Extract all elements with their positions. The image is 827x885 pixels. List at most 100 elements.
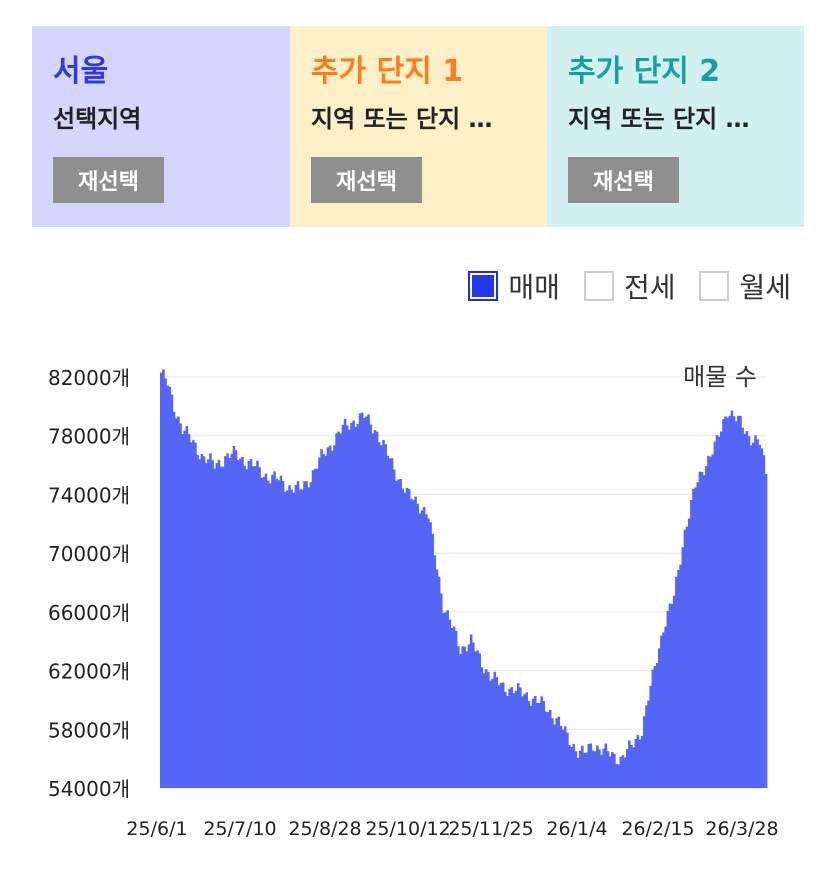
panel-subtitle: 선택지역 — [53, 105, 142, 133]
x-tick-label: 25/6/1 — [126, 818, 187, 840]
chart-bar — [540, 696, 543, 788]
chart-bar — [589, 743, 593, 788]
chart-bar — [204, 462, 208, 788]
chart-bar — [636, 734, 640, 788]
chart-bar — [283, 491, 287, 788]
chart-bar — [606, 751, 610, 788]
chart-bar — [762, 455, 766, 788]
chart-bar — [681, 547, 685, 788]
checkbox-icon[interactable] — [699, 271, 730, 301]
chart-bar — [585, 752, 588, 788]
reselect-button[interactable]: 재선택 — [568, 157, 679, 203]
chart-bar — [523, 694, 526, 788]
chart-bar — [311, 470, 315, 788]
chart-bar — [232, 445, 236, 788]
chart-bar — [670, 603, 674, 788]
chart-bar — [303, 481, 306, 788]
chart-bar — [666, 610, 670, 788]
chart-bar — [752, 442, 755, 788]
chart-bar — [363, 417, 366, 788]
chart-bar — [333, 445, 336, 788]
chart-bar — [307, 487, 311, 788]
chart-bar — [318, 457, 321, 788]
chart-bar — [578, 750, 582, 788]
chart-bar — [221, 466, 225, 788]
reselect-button[interactable]: 재선택 — [53, 157, 164, 203]
chart-bar — [600, 754, 603, 788]
chart-bar — [412, 500, 415, 788]
chart-bar — [410, 498, 413, 788]
chart-bar — [572, 744, 576, 788]
chart-bar — [469, 634, 473, 788]
chart-bar — [262, 476, 266, 788]
chart-bar — [375, 431, 379, 788]
chart-bar — [527, 701, 531, 788]
chart-bar — [266, 480, 270, 788]
chart-bar — [348, 429, 351, 788]
legend-label: 월세 — [739, 271, 791, 304]
chart-bar — [247, 460, 251, 788]
checkbox-icon[interactable] — [468, 271, 499, 301]
chart-bar — [356, 424, 360, 788]
y-tick-label: 74000개 — [48, 483, 130, 507]
chart-bar — [335, 433, 338, 788]
chart-bar — [497, 685, 501, 788]
chart-bar — [508, 688, 511, 788]
chart-bar — [463, 646, 467, 788]
y-tick-label: 78000개 — [48, 425, 130, 449]
chart-bar — [405, 487, 409, 788]
chart-bar — [745, 431, 749, 788]
chart-bar — [717, 436, 721, 788]
chart-bar — [557, 716, 561, 788]
chart-bar — [213, 468, 216, 788]
chart-bar — [679, 564, 682, 788]
chart-bar — [506, 696, 509, 788]
panel-title: 추가 단지 2 — [568, 54, 721, 89]
chart-bar — [294, 484, 298, 788]
chart-bar — [217, 459, 221, 788]
chart-bar — [587, 743, 590, 788]
chart-bar — [685, 526, 689, 788]
y-tick-label: 62000개 — [48, 660, 130, 684]
chart-bar — [207, 459, 210, 788]
chart-bar — [608, 756, 612, 788]
chart-bar — [226, 453, 229, 788]
chart-bar — [230, 453, 234, 788]
chart-bar — [320, 449, 323, 788]
chart-bar — [309, 482, 313, 788]
chart-bar — [286, 490, 289, 788]
legend-monthly-rent[interactable]: 월세 — [699, 266, 791, 306]
chart-bar — [482, 673, 486, 788]
chart-bar — [737, 415, 740, 788]
chart-bar — [696, 482, 700, 788]
chart-bar — [662, 632, 665, 788]
chart-bar — [576, 757, 580, 788]
chart-bar — [170, 394, 174, 788]
chart-bar — [249, 458, 253, 788]
chart-bar — [341, 424, 345, 788]
chart-bar — [241, 456, 244, 788]
chart-bar — [202, 456, 206, 788]
region-panels: 서울 선택지역 재선택 추가 단지 1 지역 또는 단지 … 재선택 추가 단지… — [32, 26, 805, 227]
chart-bar — [388, 458, 392, 788]
checkbox-icon[interactable] — [583, 271, 614, 301]
legend-jeonse[interactable]: 전세 — [583, 266, 675, 306]
chart-bar — [542, 701, 546, 788]
chart-bar — [457, 646, 460, 788]
legend-sale[interactable]: 매매 — [468, 266, 560, 306]
chart-bar — [675, 576, 678, 788]
reselect-button[interactable]: 재선택 — [311, 157, 422, 203]
chart-bar — [739, 415, 742, 788]
chart-bar — [313, 468, 317, 788]
chart-bar — [514, 690, 518, 788]
chart-bar — [568, 745, 571, 788]
chart-bar — [380, 445, 383, 788]
chart-bar — [593, 751, 597, 788]
chart-bar — [279, 475, 283, 788]
chart-bar — [316, 468, 319, 788]
chart-bar — [224, 456, 227, 788]
x-tick-label: 25/11/25 — [448, 818, 533, 840]
chart-bar — [339, 433, 343, 788]
chart-bar — [369, 424, 372, 788]
chart-bar — [491, 678, 494, 788]
